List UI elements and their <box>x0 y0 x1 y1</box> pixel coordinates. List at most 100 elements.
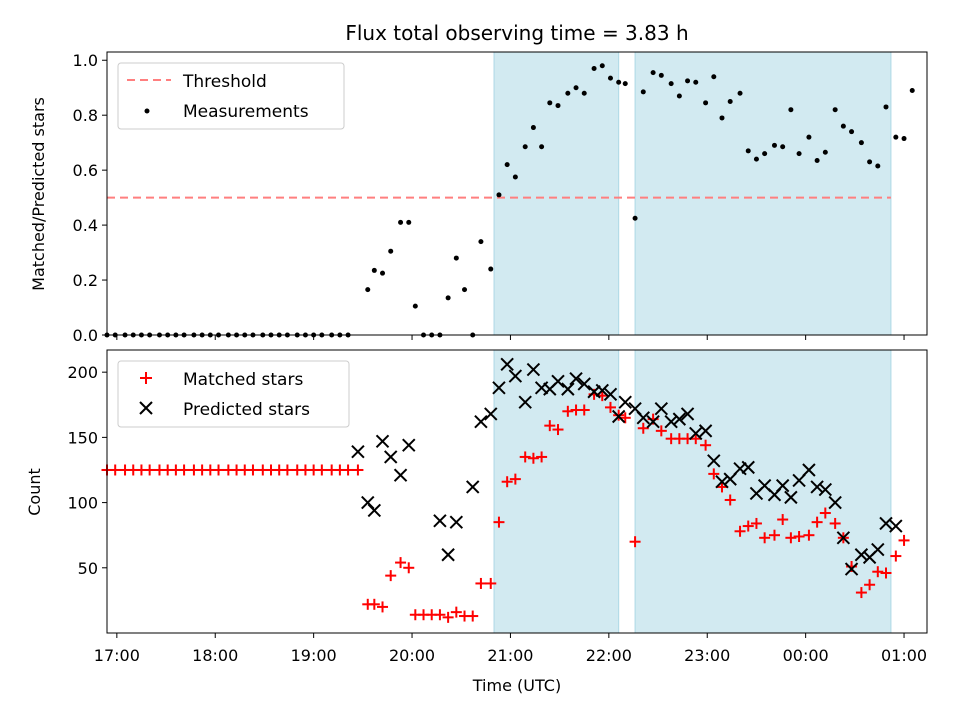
y-tick-label: 0.6 <box>73 161 98 180</box>
matched-point <box>467 610 479 622</box>
matched-point <box>109 464 121 476</box>
measurement-point <box>893 134 899 140</box>
predicted-point <box>828 495 842 510</box>
top-legend-box <box>117 62 345 130</box>
predicted-point <box>672 412 687 426</box>
top-x-ticks <box>116 335 905 340</box>
y-tick-label: 1.0 <box>73 51 98 70</box>
x-tick-label: 00:00 <box>783 646 829 665</box>
measurement-point <box>616 79 622 85</box>
legend-matched-swatch <box>140 372 152 384</box>
predicted-point <box>836 531 851 545</box>
measurement-point <box>909 87 915 93</box>
measurement-point <box>371 267 377 273</box>
predicted-point <box>595 383 609 398</box>
x-tick-label: 22:00 <box>586 646 632 665</box>
matched-point <box>742 520 754 532</box>
matched-point <box>655 425 667 437</box>
measurement-point <box>867 159 873 165</box>
predicted-point <box>500 357 514 372</box>
shaded-span-2 <box>634 51 892 336</box>
predicted-point <box>654 401 669 416</box>
measurement-point <box>522 144 528 150</box>
shaded-span-2 <box>634 349 892 634</box>
matched-point <box>864 579 876 591</box>
matched-point <box>777 514 789 526</box>
measurement-point <box>814 158 820 164</box>
measurement-point <box>650 70 656 76</box>
matched-point <box>604 401 616 413</box>
y-tick-label: 0.0 <box>73 326 98 345</box>
predicted-point <box>689 426 703 441</box>
measurement-point <box>607 75 613 81</box>
measurement-point <box>530 125 536 131</box>
y-tick-label: 0.8 <box>73 106 98 125</box>
matched-point <box>785 532 797 544</box>
measurement-point <box>573 85 579 91</box>
predicted-point <box>551 374 565 389</box>
measurement-point <box>858 140 864 146</box>
chart-title: Flux total observing time = 3.83 h <box>345 21 688 45</box>
predicted-point <box>680 407 695 421</box>
top-y-ticks: 0.0 0.2 0.4 0.6 0.8 1.0 <box>73 51 107 345</box>
predicted-point <box>518 395 532 409</box>
predicted-point <box>844 562 859 576</box>
matched-point <box>144 464 156 476</box>
matched-point <box>811 516 823 528</box>
measurement-point <box>581 90 587 96</box>
x-tick-label: 21:00 <box>487 646 533 665</box>
y-tick-label: 0.4 <box>73 216 98 235</box>
y-tick-label: 100 <box>67 494 98 513</box>
bottom-plot-frame <box>106 349 928 634</box>
matched-point <box>890 550 902 562</box>
matched-point <box>734 525 746 537</box>
matched-point <box>898 534 910 546</box>
matched-point <box>768 529 780 541</box>
matched-point <box>690 433 702 445</box>
predicted-point <box>854 548 869 562</box>
measurement-point <box>622 81 628 87</box>
measurement-point <box>901 136 907 142</box>
measurement-point <box>640 89 646 95</box>
predicted-point <box>393 468 408 482</box>
legend-predicted-label: Predicted stars <box>183 400 310 420</box>
x-axis-label: Time (UTC) <box>472 676 561 695</box>
measurement-point <box>398 219 404 225</box>
measurement-point <box>676 93 682 99</box>
matched-point <box>793 530 805 542</box>
predicted-point <box>810 480 824 494</box>
predicted-point <box>433 514 447 528</box>
matched-point <box>829 517 841 529</box>
measurement-point <box>512 174 518 180</box>
matched-point <box>544 420 556 432</box>
measurement-point <box>406 219 412 225</box>
bottom-y-ticks: 50 100 150 200 <box>67 363 107 578</box>
predicted-point <box>351 445 365 459</box>
x-tick-label: 20:00 <box>389 646 435 665</box>
matched-point <box>519 451 531 463</box>
matched-point <box>700 439 712 451</box>
predicted-point <box>784 490 798 505</box>
predicted-point <box>889 519 903 533</box>
matched-point <box>450 606 462 618</box>
measurement-point <box>822 149 828 155</box>
predicted-point <box>792 473 806 488</box>
matched-point <box>708 468 720 480</box>
predicted-point <box>871 542 885 557</box>
measurement-point <box>478 239 484 245</box>
measurement-point <box>875 163 881 169</box>
x-tick-label: 17:00 <box>94 646 140 665</box>
legend-predicted-swatch <box>139 401 153 415</box>
measurement-point <box>780 144 786 150</box>
matched-point <box>493 516 505 528</box>
bottom-legend-box <box>117 360 350 428</box>
predicted-point <box>402 438 416 452</box>
matched-point <box>403 562 415 574</box>
predicted-point <box>802 463 816 477</box>
predicted-point <box>474 415 488 429</box>
predicted-point <box>646 415 660 429</box>
legend-threshold-label: Threshold <box>182 72 267 92</box>
shaded-span-1 <box>493 349 620 634</box>
measurement-point <box>745 148 751 154</box>
matched-point <box>562 405 574 417</box>
